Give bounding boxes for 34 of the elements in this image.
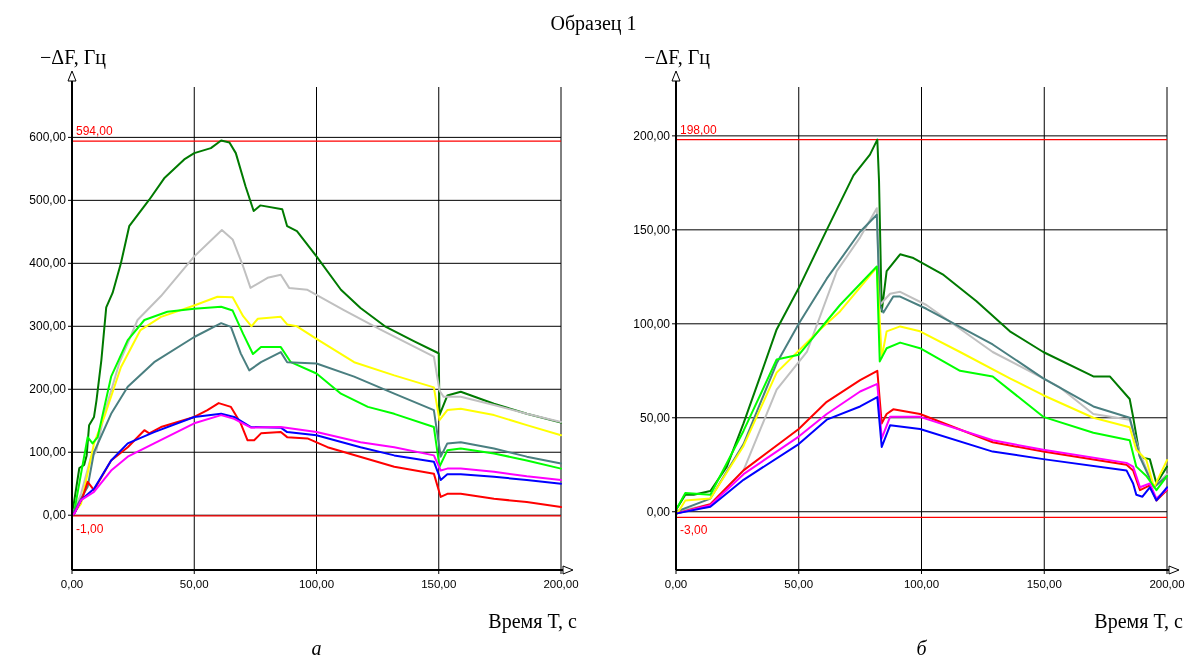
text: б: [916, 637, 928, 659]
y-tick-label: 100,00: [633, 316, 671, 331]
ref-line-label: 594,00: [76, 124, 114, 139]
y-tick-label: 500,00: [29, 193, 67, 208]
y-tick-label: 200,00: [29, 382, 67, 397]
x-tick-label: 200,00: [1149, 578, 1185, 590]
x-tick-label: 150,00: [1026, 578, 1062, 590]
x-tick-label: 100,00: [298, 578, 335, 590]
chart-title: Образец 1: [550, 12, 637, 35]
y-tick-label: 600,00: [29, 130, 67, 145]
y-tick-label: 200,00: [633, 128, 671, 143]
y-tick-label: 400,00: [29, 256, 67, 271]
line-series: [675, 138, 1168, 511]
ref-line-label: 198,00: [680, 122, 718, 137]
y-axis-title: −ΔF, Гц: [40, 46, 107, 69]
y-tick-label: 150,00: [633, 222, 671, 237]
y-tick-label: 0,00: [646, 504, 671, 519]
x-tick-label: 0,00: [664, 578, 688, 590]
y-tick-label: 300,00: [29, 319, 67, 334]
ref-line-label: -3,00: [680, 523, 708, 538]
x-axis-title: Время T, с: [488, 610, 578, 633]
x-axis-title: Время T, с: [1094, 610, 1184, 633]
x-tick-label: 0,00: [60, 578, 84, 590]
x-tick-label: 50,00: [179, 578, 209, 590]
y-tick-label: 100,00: [29, 445, 67, 460]
x-tick-label: 100,00: [903, 578, 940, 590]
text: а: [311, 637, 322, 659]
x-tick-label: 50,00: [784, 578, 814, 590]
x-tick-label: 150,00: [421, 578, 457, 590]
ref-line-label: -1,00: [76, 521, 104, 536]
y-tick-label: 0,00: [42, 508, 67, 523]
y-tick-label: 50,00: [639, 410, 671, 425]
x-tick-label: 200,00: [543, 578, 579, 590]
y-axis-title: −ΔF, Гц: [644, 46, 711, 69]
